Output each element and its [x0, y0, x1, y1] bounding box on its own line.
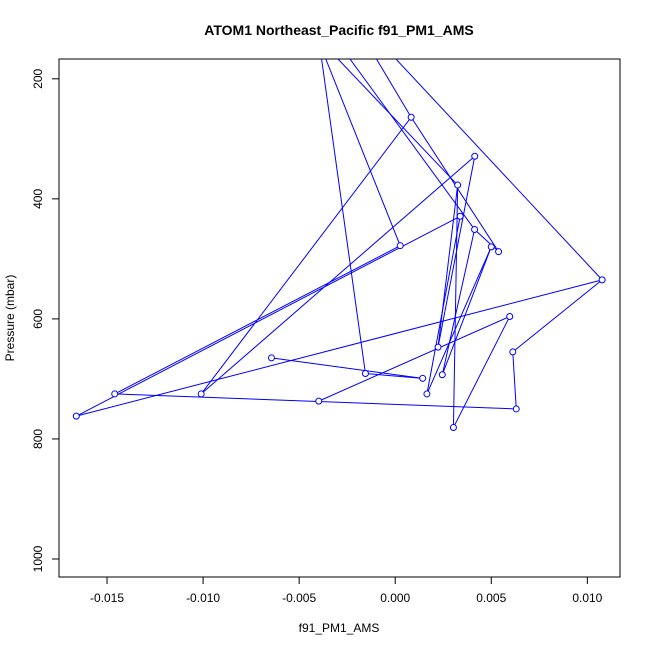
series-segment [452, 316, 511, 428]
data-point [111, 390, 119, 398]
series-segment [349, 59, 475, 230]
series-segment [200, 155, 476, 395]
x-tick-label: -0.005 [282, 591, 316, 605]
data-point [423, 390, 431, 398]
series-segment [426, 216, 461, 395]
series-segment [321, 59, 366, 374]
data-point [598, 276, 606, 284]
data-series [72, 59, 606, 432]
series-segment [200, 116, 412, 395]
series-segment [375, 59, 412, 118]
data-point [495, 248, 503, 256]
series-segment [325, 59, 401, 246]
series-segment [437, 184, 459, 348]
data-point [471, 225, 479, 233]
series-segment [452, 185, 459, 428]
data-point [512, 405, 520, 413]
series-segment [441, 246, 492, 375]
y-tick-label: 400 [31, 189, 45, 209]
series-segment [441, 229, 476, 375]
data-point [454, 181, 462, 189]
series-segment [76, 215, 461, 417]
data-point [197, 390, 205, 398]
x-tick-label: 0.005 [476, 591, 506, 605]
x-tick-label: -0.015 [90, 591, 124, 605]
y-tick-label: 600 [31, 309, 45, 329]
data-point [438, 371, 446, 379]
x-axis-label: f91_PM1_AMS [299, 621, 380, 635]
series-segment [426, 246, 492, 395]
data-point [361, 370, 369, 378]
data-point [487, 243, 495, 251]
x-tick-label: 0.000 [380, 591, 410, 605]
series-segment [271, 357, 423, 379]
data-point [72, 412, 80, 420]
x-tick-label: 0.010 [572, 591, 602, 605]
series-segment [395, 59, 603, 281]
data-point [506, 312, 514, 320]
y-tick-label: 800 [31, 429, 45, 449]
series-segment [512, 279, 603, 353]
y-axis-label: Pressure (mbar) [3, 275, 17, 362]
data-point [434, 343, 442, 351]
data-point [456, 212, 464, 220]
series-segment [114, 245, 401, 395]
series-segment [318, 316, 510, 402]
x-axis: -0.015 -0.010 -0.005 0.000 0.005 0.010 [90, 577, 603, 605]
data-point [419, 374, 427, 382]
y-tick-label: 200 [31, 68, 45, 88]
data-point [449, 424, 457, 432]
y-axis: 200 400 600 800 1000 [31, 68, 59, 572]
data-point [471, 152, 479, 160]
data-point [509, 348, 517, 356]
y-tick-label: 1000 [31, 545, 45, 572]
x-tick-label: -0.010 [186, 591, 220, 605]
data-point [267, 354, 275, 362]
plot-frame [58, 58, 621, 578]
series-segment [76, 279, 603, 417]
series-segment [437, 156, 476, 348]
data-point [315, 397, 323, 405]
series-segment [512, 351, 517, 409]
chart-title: ATOM1 Northeast_Pacific f91_PM1_AMS [204, 22, 473, 38]
data-point [407, 113, 415, 121]
data-point [396, 242, 404, 250]
